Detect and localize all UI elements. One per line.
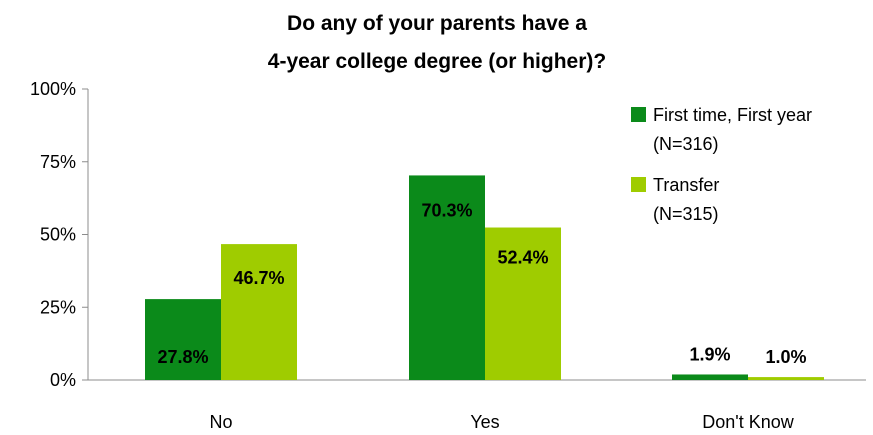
bar-data-label: 1.0% xyxy=(765,347,806,367)
bar-data-label: 52.4% xyxy=(497,248,548,268)
bars: 27.8% 70.3% 1.9% 46.7% 52.4% 1.0% xyxy=(145,175,824,380)
bar xyxy=(748,377,824,380)
bar xyxy=(221,244,297,380)
legend: First time, First year (N=316) Transfer (N=… xyxy=(631,105,812,224)
x-category-label: Yes xyxy=(470,412,499,432)
bar xyxy=(672,374,748,380)
legend-swatch xyxy=(631,177,646,192)
x-category-label: Don't Know xyxy=(702,412,794,432)
bar xyxy=(145,299,221,380)
legend-label: (N=316) xyxy=(653,134,719,154)
y-tick-label: 75% xyxy=(40,152,76,172)
bar xyxy=(485,227,561,380)
legend-swatch xyxy=(631,107,646,122)
chart-title-line-2: 4-year college degree (or higher)? xyxy=(268,50,606,73)
bar-data-label: 70.3% xyxy=(421,200,472,220)
legend-label: Transfer xyxy=(653,175,719,195)
bar-data-label: 46.7% xyxy=(233,268,284,288)
y-tick-label: 0% xyxy=(50,370,76,390)
legend-label: (N=315) xyxy=(653,204,719,224)
y-tick-label: 25% xyxy=(40,297,76,317)
bar xyxy=(409,175,485,380)
bar-data-label: 1.9% xyxy=(689,344,730,364)
y-tick-label: 100% xyxy=(30,79,76,99)
bar-data-label: 27.8% xyxy=(157,347,208,367)
chart-title-line-1: Do any of your parents have a xyxy=(287,12,587,35)
y-tick-label: 50% xyxy=(40,225,76,245)
x-category-label: No xyxy=(209,412,232,432)
legend-label: First time, First year xyxy=(653,105,812,125)
